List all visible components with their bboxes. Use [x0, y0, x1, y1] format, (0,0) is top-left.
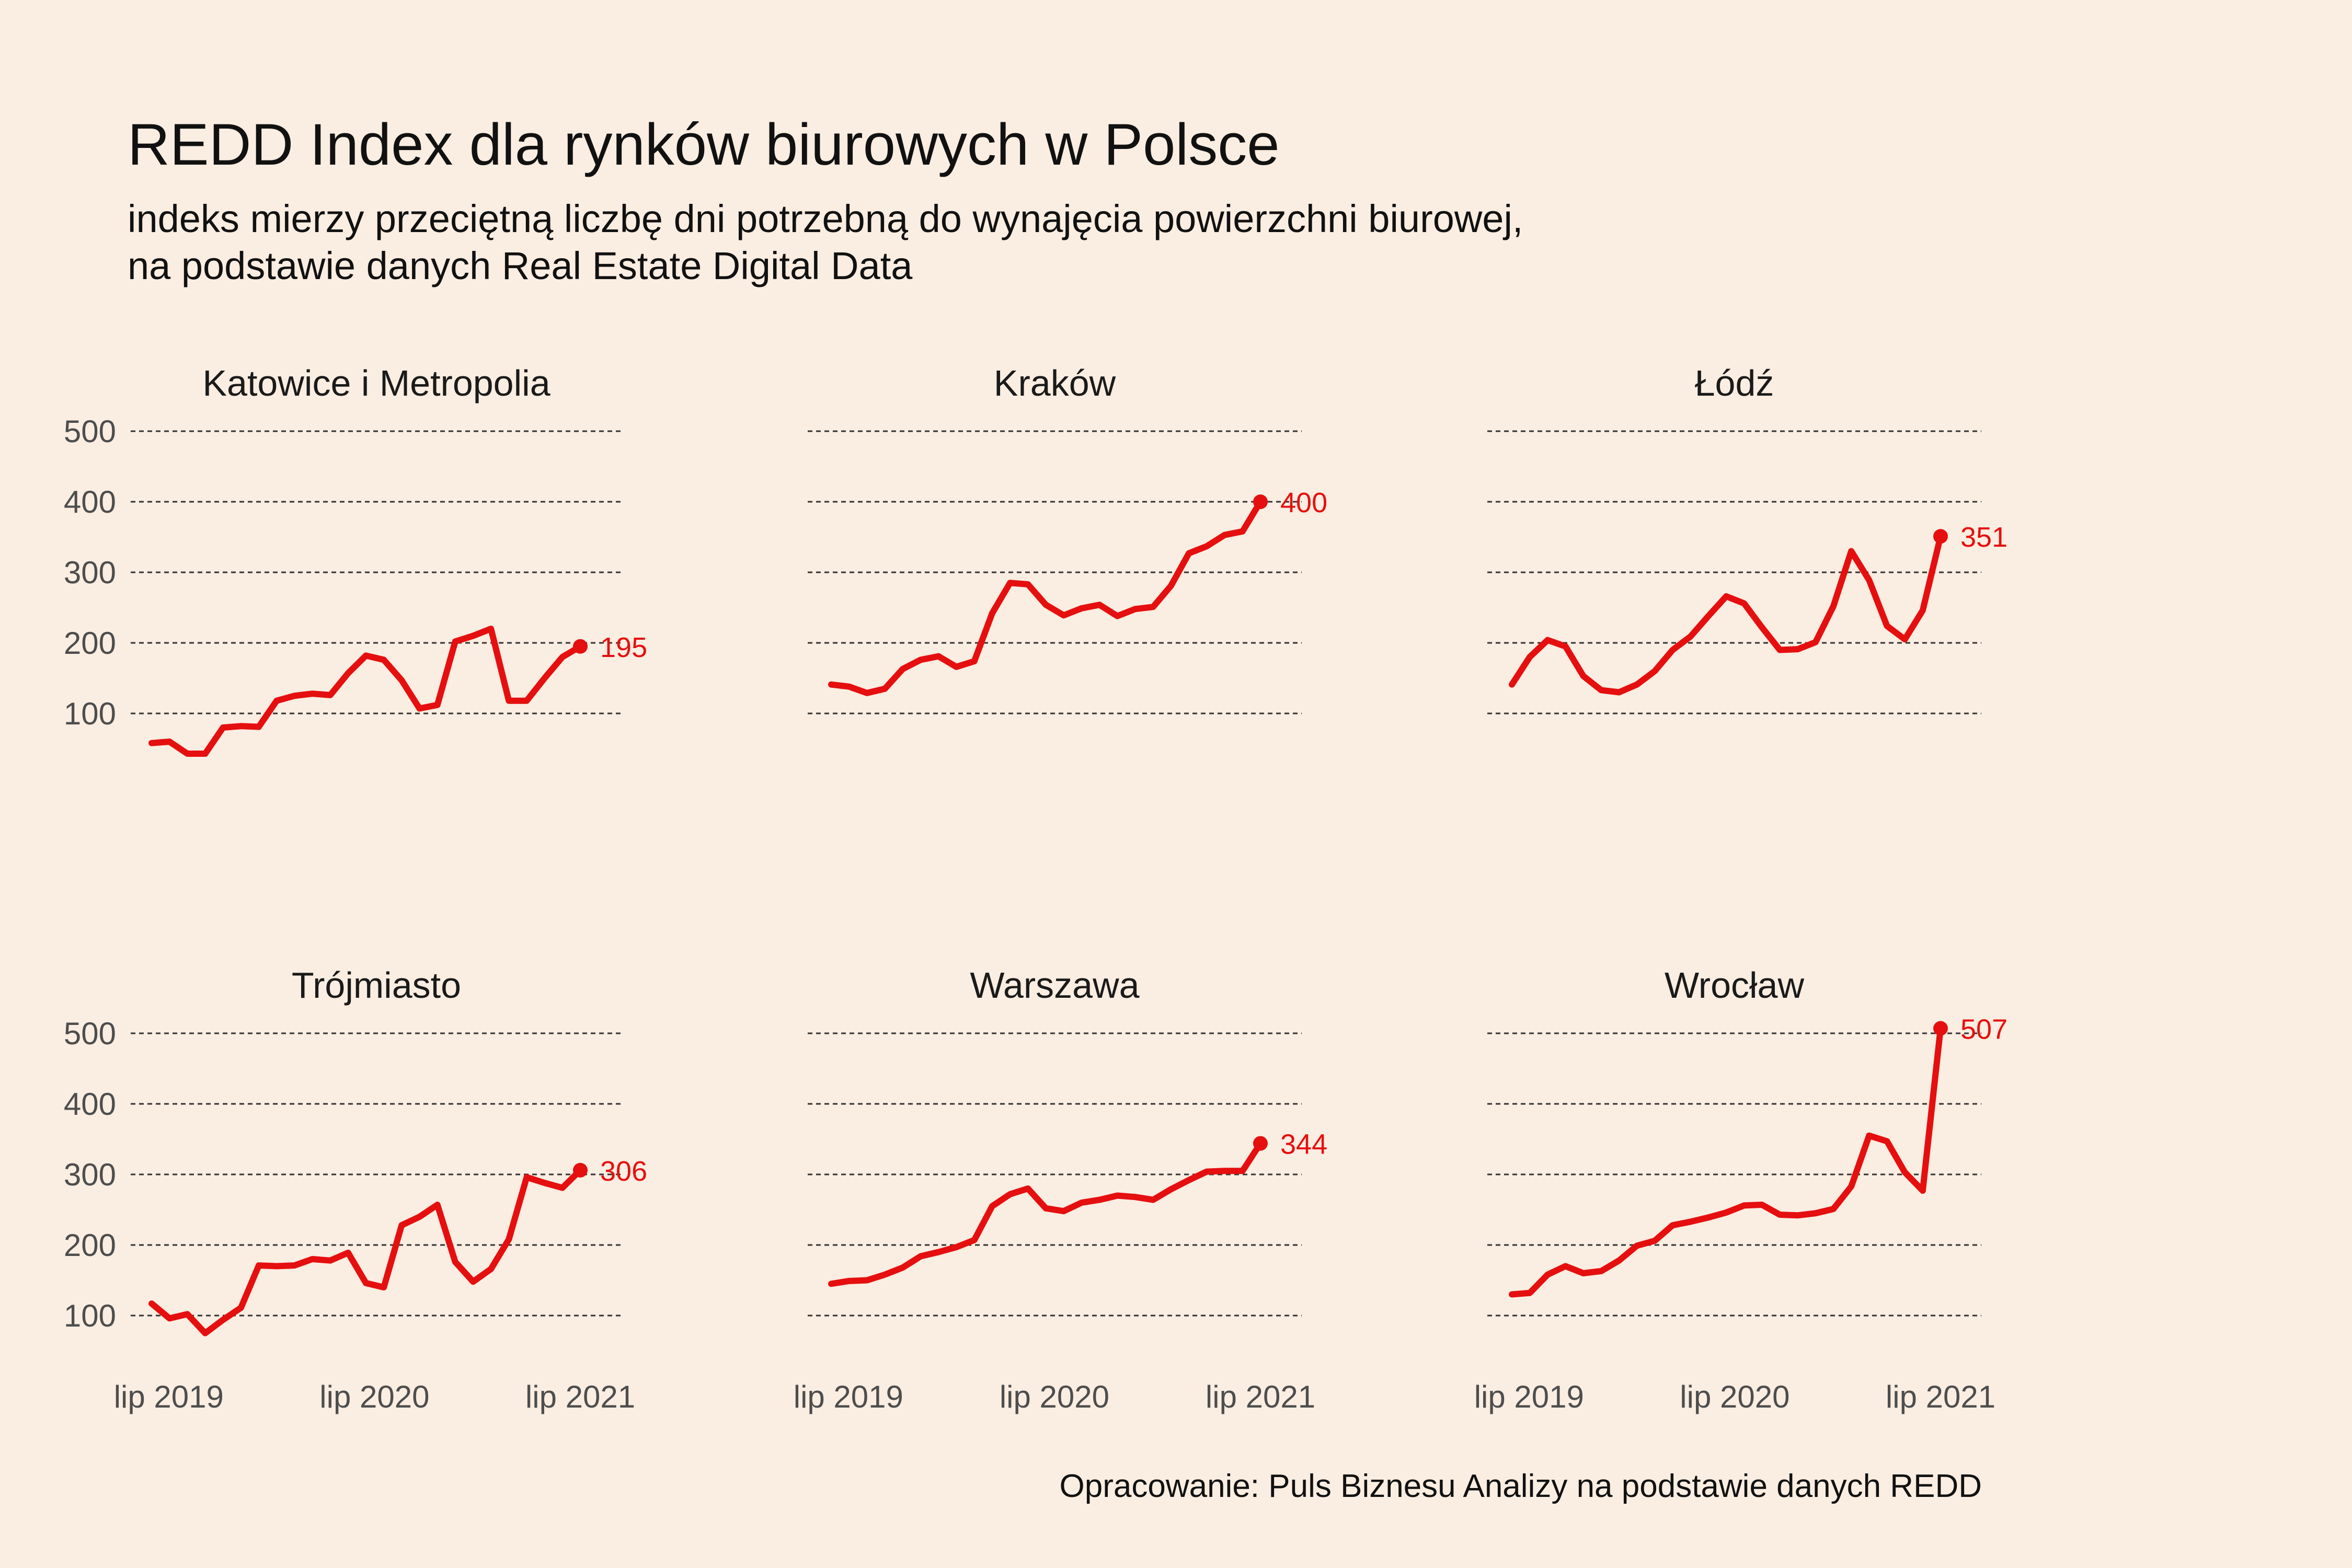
- panel-title-lodz: Łódź: [1695, 363, 1774, 403]
- end-point-wroclaw: [1933, 1021, 1948, 1036]
- y-tick-label-katowice-i-metropolia-100: 100: [64, 696, 116, 731]
- y-tick-label-katowice-i-metropolia-500: 500: [64, 414, 116, 449]
- y-tick-label-trojmiasto-100: 100: [64, 1298, 116, 1333]
- series-line-wroclaw: [1509, 1025, 1944, 1298]
- y-tick-label-trojmiasto-400: 400: [64, 1087, 116, 1122]
- x-tick-label-trojmiasto-1: lip 2020: [319, 1379, 429, 1414]
- end-value-label-katowice-i-metropolia: 195: [600, 632, 647, 663]
- panel-title-warszawa: Warszawa: [970, 965, 1139, 1006]
- y-tick-label-katowice-i-metropolia-200: 200: [64, 626, 116, 661]
- x-tick-label-wroclaw-2: lip 2021: [1886, 1379, 1995, 1414]
- subtitle-line-1: indeks mierzy przeciętną liczbę dni potr…: [128, 197, 1523, 240]
- y-tick-label-katowice-i-metropolia-300: 300: [64, 555, 116, 590]
- x-tick-label-trojmiasto-2: lip 2021: [525, 1379, 635, 1414]
- end-value-label-warszawa: 344: [1280, 1129, 1327, 1160]
- end-point-katowice-i-metropolia: [573, 639, 588, 654]
- series-line-katowice-i-metropolia: [148, 626, 583, 757]
- x-tick-label-warszawa-2: lip 2021: [1206, 1379, 1315, 1414]
- series-line-warszawa: [828, 1140, 1264, 1287]
- panel-title-katowice-i-metropolia: Katowice i Metropolia: [202, 363, 550, 403]
- x-tick-label-warszawa-1: lip 2020: [1000, 1379, 1109, 1414]
- page-title: REDD Index dla rynków biurowych w Polsce: [128, 112, 1280, 177]
- y-tick-label-trojmiasto-500: 500: [64, 1016, 116, 1051]
- x-tick-label-wroclaw-1: lip 2020: [1680, 1379, 1789, 1414]
- panel-title-wroclaw: Wrocław: [1665, 965, 1805, 1006]
- end-value-label-wroclaw: 507: [1960, 1014, 2007, 1045]
- x-tick-label-warszawa-0: lip 2019: [794, 1379, 903, 1414]
- subtitle-line-2: na podstawie danych Real Estate Digital …: [128, 244, 913, 287]
- y-tick-label-katowice-i-metropolia-400: 400: [64, 485, 116, 520]
- panel-title-krakow: Kraków: [994, 363, 1116, 403]
- x-tick-label-trojmiasto-0: lip 2019: [114, 1379, 224, 1414]
- series-line-trojmiasto: [148, 1167, 583, 1336]
- end-point-warszawa: [1253, 1136, 1268, 1151]
- x-tick-label-wroclaw-0: lip 2019: [1474, 1379, 1584, 1414]
- source-caption: Opracowanie: Puls Biznesu Analizy na pod…: [1059, 1468, 1982, 1504]
- end-value-label-lodz: 351: [1960, 522, 2007, 553]
- series-line-lodz: [1509, 533, 1944, 696]
- series-line-krakow: [828, 499, 1264, 696]
- end-value-label-krakow: 400: [1280, 487, 1327, 518]
- y-tick-label-trojmiasto-300: 300: [64, 1157, 116, 1192]
- end-point-krakow: [1253, 494, 1268, 509]
- panel-title-trojmiasto: Trójmiasto: [292, 965, 461, 1006]
- end-value-label-trojmiasto: 306: [600, 1156, 647, 1187]
- end-point-trojmiasto: [573, 1162, 588, 1178]
- end-point-lodz: [1933, 529, 1948, 544]
- y-tick-label-trojmiasto-200: 200: [64, 1228, 116, 1263]
